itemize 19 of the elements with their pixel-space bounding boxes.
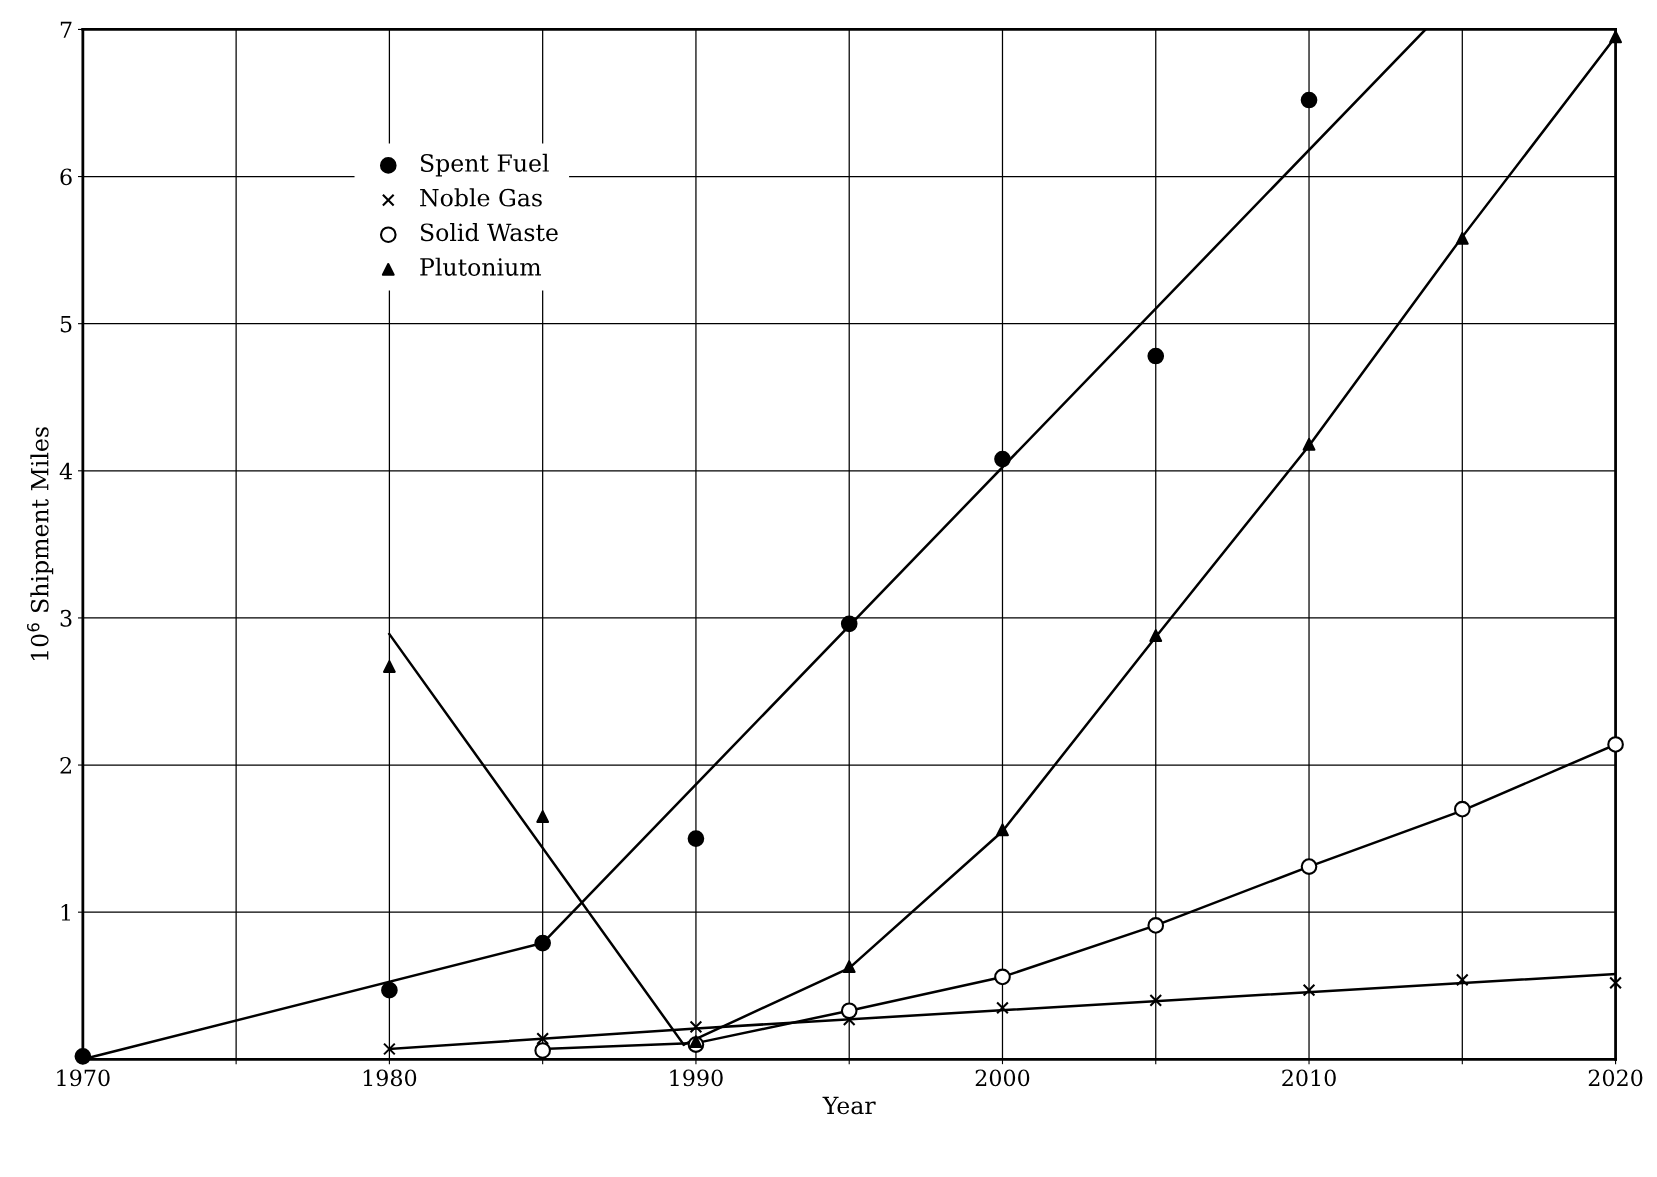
x-tick-label: 1990 [670,1069,723,1087]
legend-label: Noble Gas [420,188,542,207]
y-tick-label: 2 [60,757,71,774]
y-tick-label: 1 [61,904,70,921]
legend-label: Spent Fuel [420,153,549,177]
y-tick-label: 3 [60,609,72,627]
x-tick-label: 2010 [1282,1069,1336,1087]
legend-label: Plutonium [420,257,542,276]
y-tick-label: 4 [59,462,73,480]
y-tick-label: 5 [60,315,72,333]
y-tick-label: 7 [60,21,72,38]
x-tick-label: 2000 [975,1069,1030,1087]
y-axis-title: 10$^{6}$ Shipment Miles [26,427,54,661]
x-tick-label: 1970 [57,1069,110,1087]
x-tick-label: 2020 [1588,1069,1643,1087]
x-axis-title: Year [822,1096,876,1115]
y-tick-label: 6 [60,168,72,186]
legend-label: Solid Waste [420,222,558,242]
x-tick-label: 1980 [363,1069,417,1087]
